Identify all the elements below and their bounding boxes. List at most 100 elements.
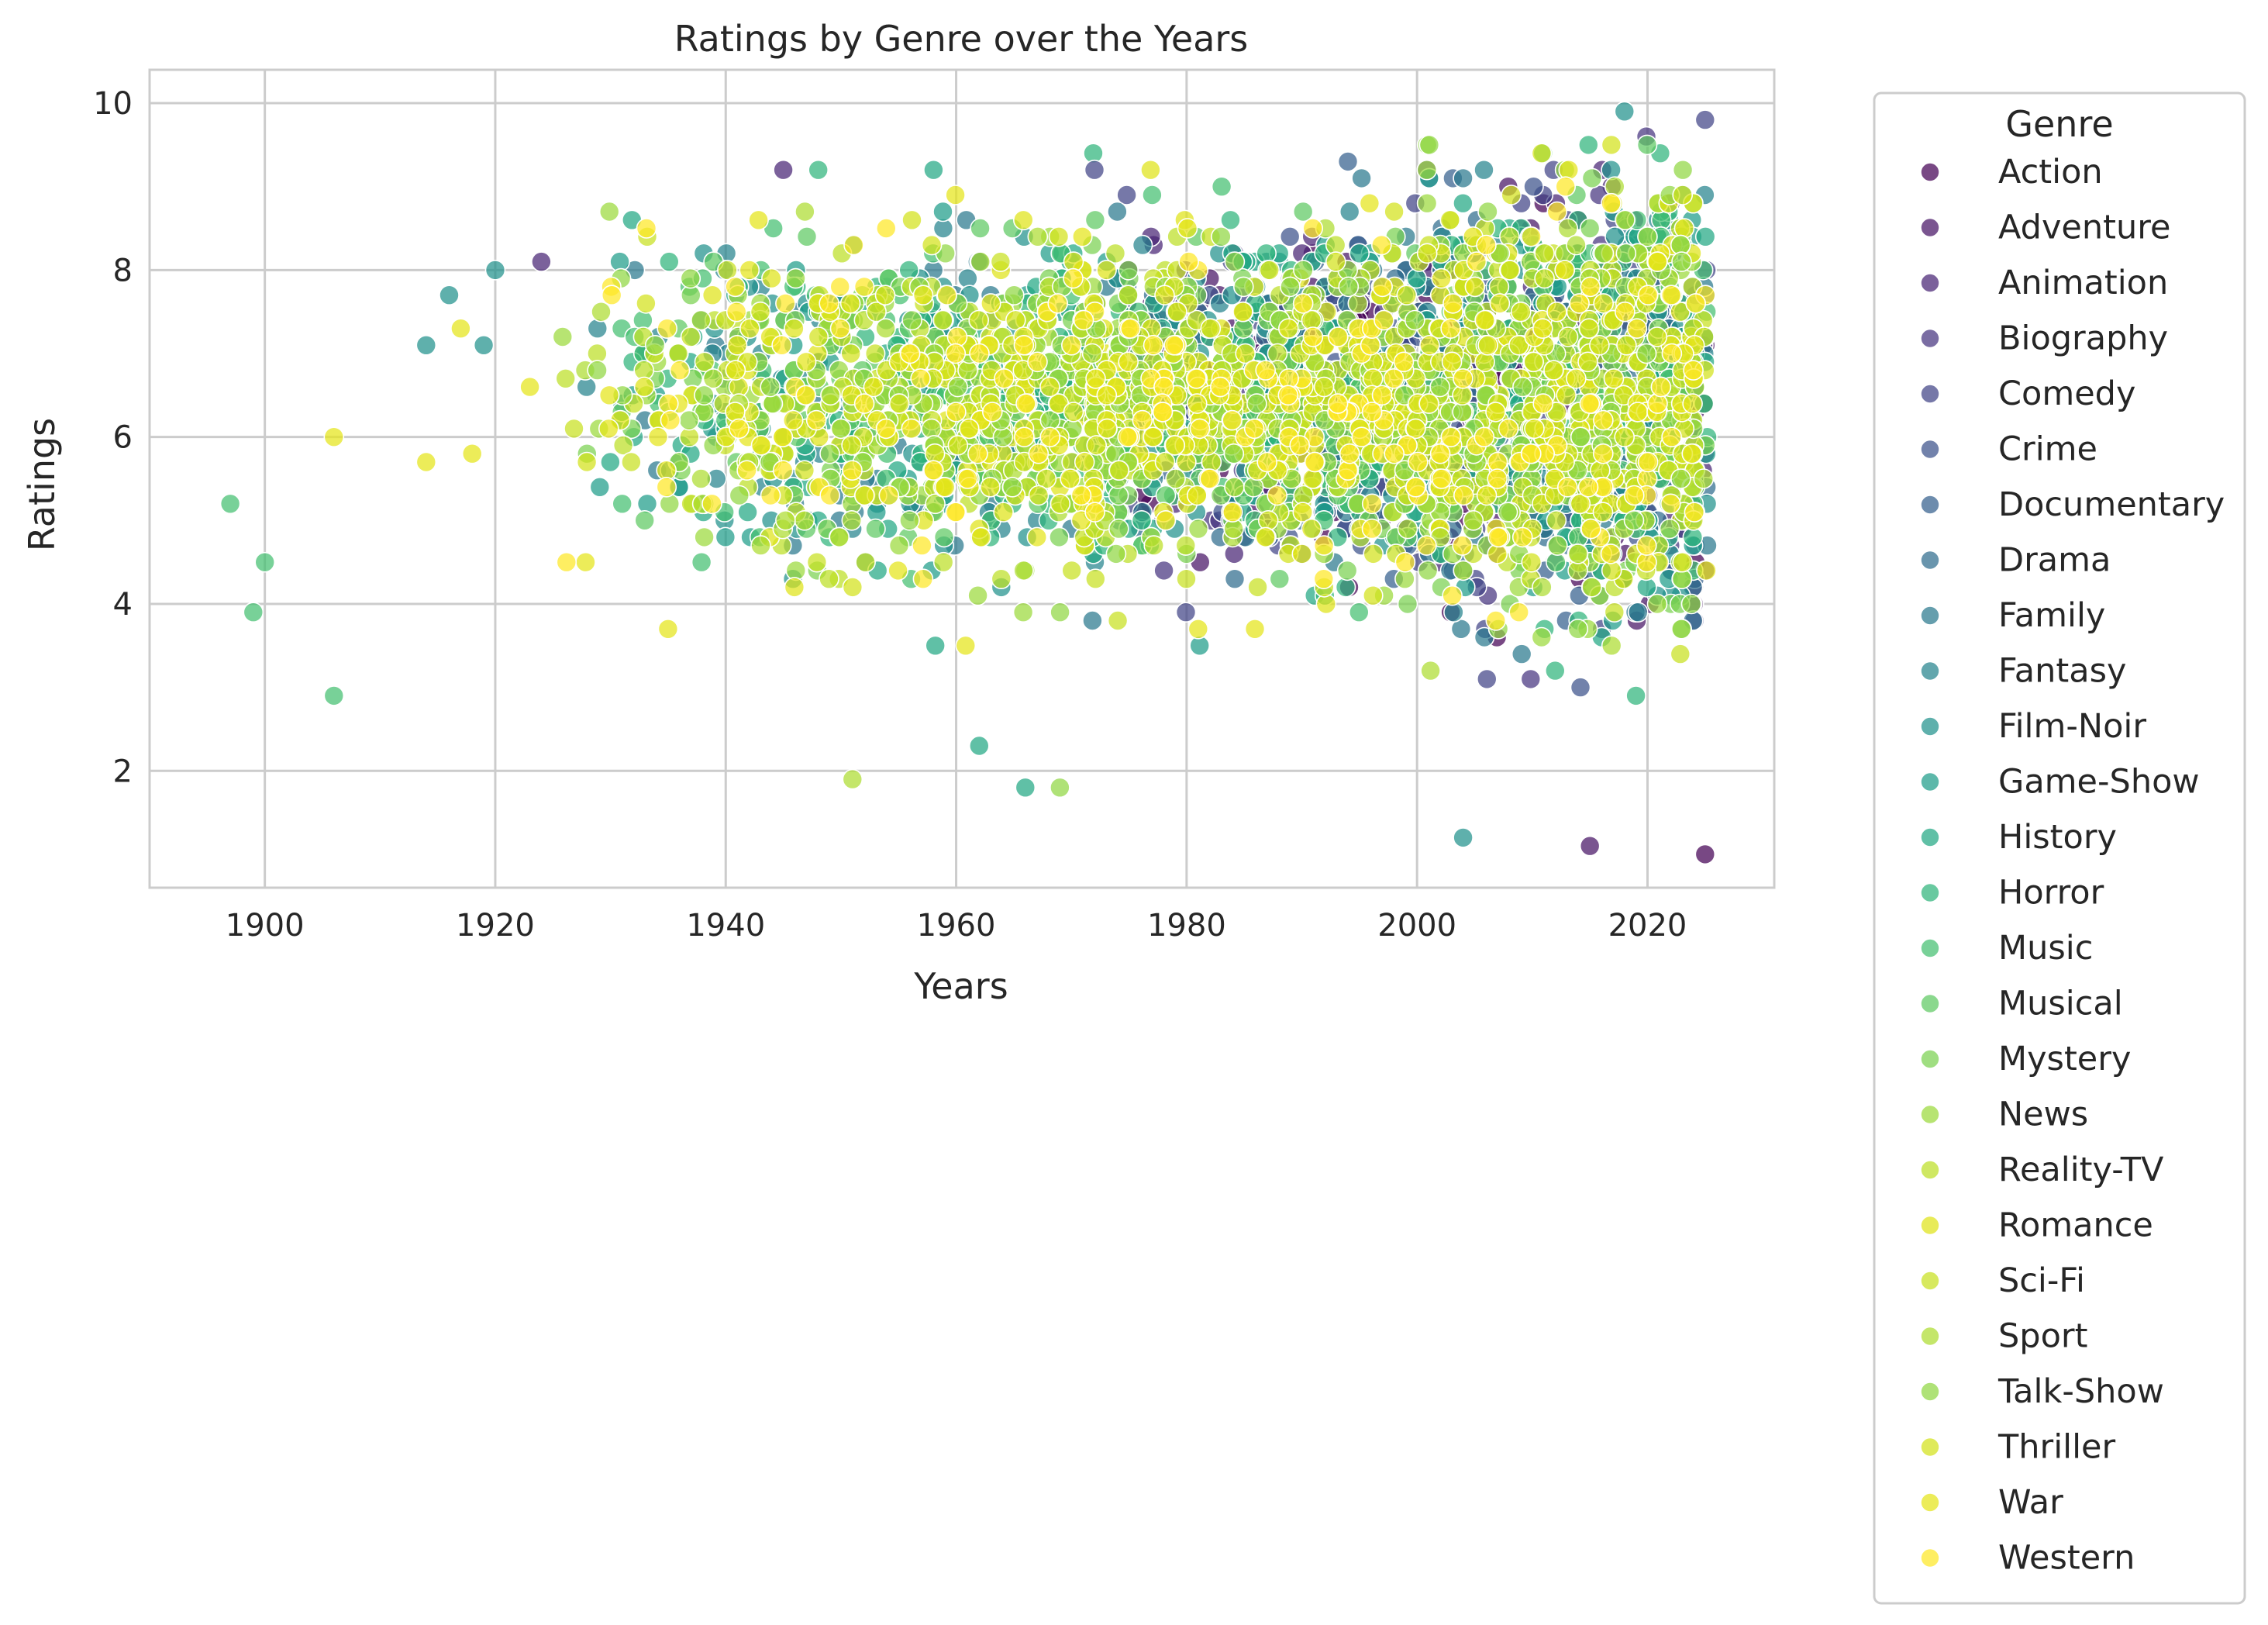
- data-point: [450, 318, 471, 340]
- data-point: [1143, 426, 1163, 448]
- data-point: [840, 343, 861, 364]
- data-point: [1660, 493, 1681, 515]
- data-point: [1313, 568, 1335, 590]
- data-point: [1363, 585, 1384, 606]
- data-point: [1349, 602, 1370, 623]
- data-point: [1154, 285, 1175, 306]
- data-point: [1557, 476, 1578, 498]
- data-point: [1600, 543, 1622, 564]
- data-point: [1336, 560, 1358, 581]
- data-point: [888, 393, 910, 414]
- data-point: [1661, 343, 1683, 364]
- legend-item: Romance: [1920, 1206, 2153, 1245]
- data-point: [701, 285, 723, 306]
- data-point: [1359, 192, 1380, 214]
- legend-marker: [1920, 1215, 1940, 1236]
- data-point: [1474, 309, 1495, 331]
- data-point: [1626, 318, 1648, 340]
- legend-marker: [1920, 993, 1940, 1014]
- data-point: [680, 326, 701, 347]
- data-point: [876, 218, 897, 239]
- data-point: [1569, 293, 1590, 314]
- data-point: [967, 585, 988, 606]
- data-point: [1186, 367, 1207, 389]
- data-point: [323, 426, 345, 448]
- data-point: [1304, 451, 1325, 473]
- data-point: [1405, 309, 1425, 331]
- data-point: [564, 418, 584, 440]
- data-point: [968, 309, 989, 331]
- legend-marker: [1920, 217, 1940, 238]
- data-point: [1372, 276, 1393, 298]
- legend-item: Adventure: [1920, 209, 2170, 247]
- data-point: [1243, 418, 1265, 440]
- data-point: [1325, 251, 1346, 272]
- legend-item: Horror: [1920, 874, 2104, 913]
- data-point: [1118, 260, 1139, 281]
- data-point: [923, 159, 944, 181]
- data-point: [1420, 660, 1441, 681]
- data-point: [1143, 535, 1164, 556]
- data-point: [994, 367, 1015, 389]
- data-point: [1452, 535, 1473, 556]
- data-point: [1601, 192, 1622, 214]
- data-point: [1557, 326, 1579, 347]
- data-point: [1567, 618, 1589, 640]
- data-point: [1256, 451, 1277, 473]
- data-point: [1224, 251, 1246, 272]
- data-point: [1108, 460, 1130, 481]
- data-point: [219, 493, 241, 515]
- data-point: [1570, 493, 1591, 515]
- data-point: [1152, 402, 1174, 423]
- data-point: [660, 409, 681, 431]
- data-point: [1301, 518, 1322, 540]
- data-point: [1153, 560, 1174, 581]
- data-point: [910, 367, 931, 389]
- data-point: [1418, 134, 1440, 156]
- data-point: [1627, 602, 1649, 623]
- data-point: [1187, 518, 1209, 540]
- legend-item: Comedy: [1920, 374, 2135, 413]
- legend-frame: [1873, 91, 2246, 1605]
- data-point: [1579, 393, 1601, 414]
- legend-items: ActionAdventureAnimationBiographyComedyC…: [1920, 153, 2225, 1578]
- data-point: [1418, 393, 1439, 414]
- data-point: [1278, 318, 1299, 340]
- data-point: [794, 201, 815, 223]
- legend-marker: [1920, 1271, 1940, 1291]
- legend-item: Thriller: [1920, 1428, 2115, 1467]
- data-point: [1566, 234, 1587, 256]
- data-point: [1140, 159, 1161, 181]
- data-point: [1012, 602, 1034, 623]
- legend-label: Animation: [1998, 264, 2168, 302]
- data-point: [771, 334, 792, 356]
- data-point: [853, 276, 875, 298]
- data-point: [1177, 218, 1198, 239]
- data-point: [1477, 201, 1498, 223]
- data-point: [1440, 426, 1462, 448]
- data-point: [1554, 260, 1575, 281]
- data-point: [934, 476, 956, 498]
- data-point: [1131, 509, 1153, 531]
- data-point: [981, 293, 1001, 314]
- data-point: [1453, 827, 1474, 848]
- data-point: [1546, 301, 1567, 323]
- legend-item: Documentary: [1920, 485, 2225, 524]
- legend-marker: [1920, 771, 1940, 792]
- data-point: [1441, 351, 1463, 373]
- data-point: [1164, 435, 1186, 456]
- data-point: [925, 635, 946, 657]
- legend-marker: [1920, 827, 1940, 847]
- data-point: [1555, 176, 1576, 197]
- data-point: [1211, 176, 1232, 197]
- data-point: [1601, 635, 1622, 657]
- data-point: [775, 293, 796, 314]
- data-point: [1512, 376, 1533, 398]
- data-point: [1672, 159, 1694, 181]
- data-point: [1603, 367, 1625, 389]
- data-point: [853, 393, 875, 414]
- data-point: [901, 209, 922, 231]
- data-point: [1039, 376, 1060, 398]
- data-point: [1681, 443, 1702, 464]
